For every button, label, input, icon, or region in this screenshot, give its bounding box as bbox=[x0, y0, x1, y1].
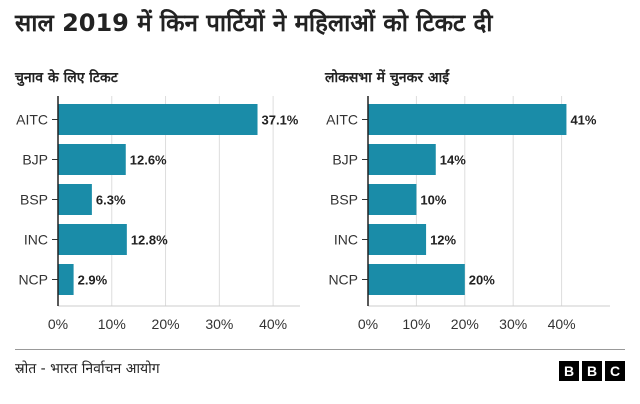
category-label: BJP bbox=[332, 152, 358, 168]
bar bbox=[368, 184, 417, 215]
data-label: 37.1% bbox=[262, 113, 299, 128]
category-label: INC bbox=[24, 232, 48, 248]
bar bbox=[368, 144, 436, 175]
data-label: 2.9% bbox=[78, 273, 108, 288]
data-label: 6.3% bbox=[96, 193, 126, 208]
data-label: 41% bbox=[570, 113, 596, 128]
data-label: 12.6% bbox=[130, 153, 167, 168]
chart-title: साल 2019 में किन पार्टियों ने महिलाओं को… bbox=[15, 9, 493, 37]
right-bar-chart: 0% 10% 20% 30% 40% AITC 41% BJP 14% BSP 10% INC 12% N… bbox=[326, 96, 610, 332]
x-tick-label: 20% bbox=[451, 316, 479, 332]
logo-letter: C bbox=[605, 361, 625, 381]
bar bbox=[58, 264, 74, 295]
bar bbox=[368, 224, 427, 255]
category-label: BSP bbox=[330, 192, 358, 208]
x-tick-label: 0% bbox=[48, 316, 68, 332]
data-label: 20% bbox=[469, 273, 495, 288]
left-bar-chart: 0% 10% 20% 30% 40% AITC 37.1% BJP 12.6% BSP 6.3% IN… bbox=[16, 96, 300, 332]
category-label: BJP bbox=[22, 152, 48, 168]
bar bbox=[368, 104, 567, 135]
bar bbox=[58, 184, 92, 215]
logo-letter: B bbox=[559, 361, 579, 381]
data-label: 14% bbox=[440, 153, 466, 168]
data-label: 12.8% bbox=[131, 233, 168, 248]
right-chart-subtitle: लोकसभा में चुनकर आईं bbox=[325, 70, 450, 86]
x-tick-label: 20% bbox=[152, 316, 180, 332]
bar bbox=[368, 264, 465, 295]
category-label: NCP bbox=[328, 272, 358, 288]
data-label: 12% bbox=[430, 233, 456, 248]
category-label: INC bbox=[334, 232, 358, 248]
bar bbox=[58, 224, 127, 255]
category-label: NCP bbox=[18, 272, 48, 288]
x-tick-label: 40% bbox=[548, 316, 576, 332]
data-label: 10% bbox=[420, 193, 446, 208]
x-tick-label: 30% bbox=[205, 316, 233, 332]
x-tick-label: 10% bbox=[98, 316, 126, 332]
category-label: AITC bbox=[326, 112, 358, 128]
logo-letter: B bbox=[582, 361, 602, 381]
x-tick-label: 30% bbox=[499, 316, 527, 332]
source-note: स्रोत - भारत निर्वाचन आयोग bbox=[15, 361, 160, 377]
x-tick-label: 10% bbox=[402, 316, 430, 332]
left-chart-subtitle: चुनाव के लिए टिकट bbox=[15, 70, 118, 86]
category-label: AITC bbox=[16, 112, 48, 128]
category-label: BSP bbox=[20, 192, 48, 208]
bar bbox=[58, 104, 258, 135]
x-tick-label: 0% bbox=[358, 316, 378, 332]
x-tick-label: 40% bbox=[259, 316, 287, 332]
bbc-logo: B B C bbox=[559, 361, 625, 381]
bar bbox=[58, 144, 126, 175]
footer-divider bbox=[15, 349, 625, 350]
